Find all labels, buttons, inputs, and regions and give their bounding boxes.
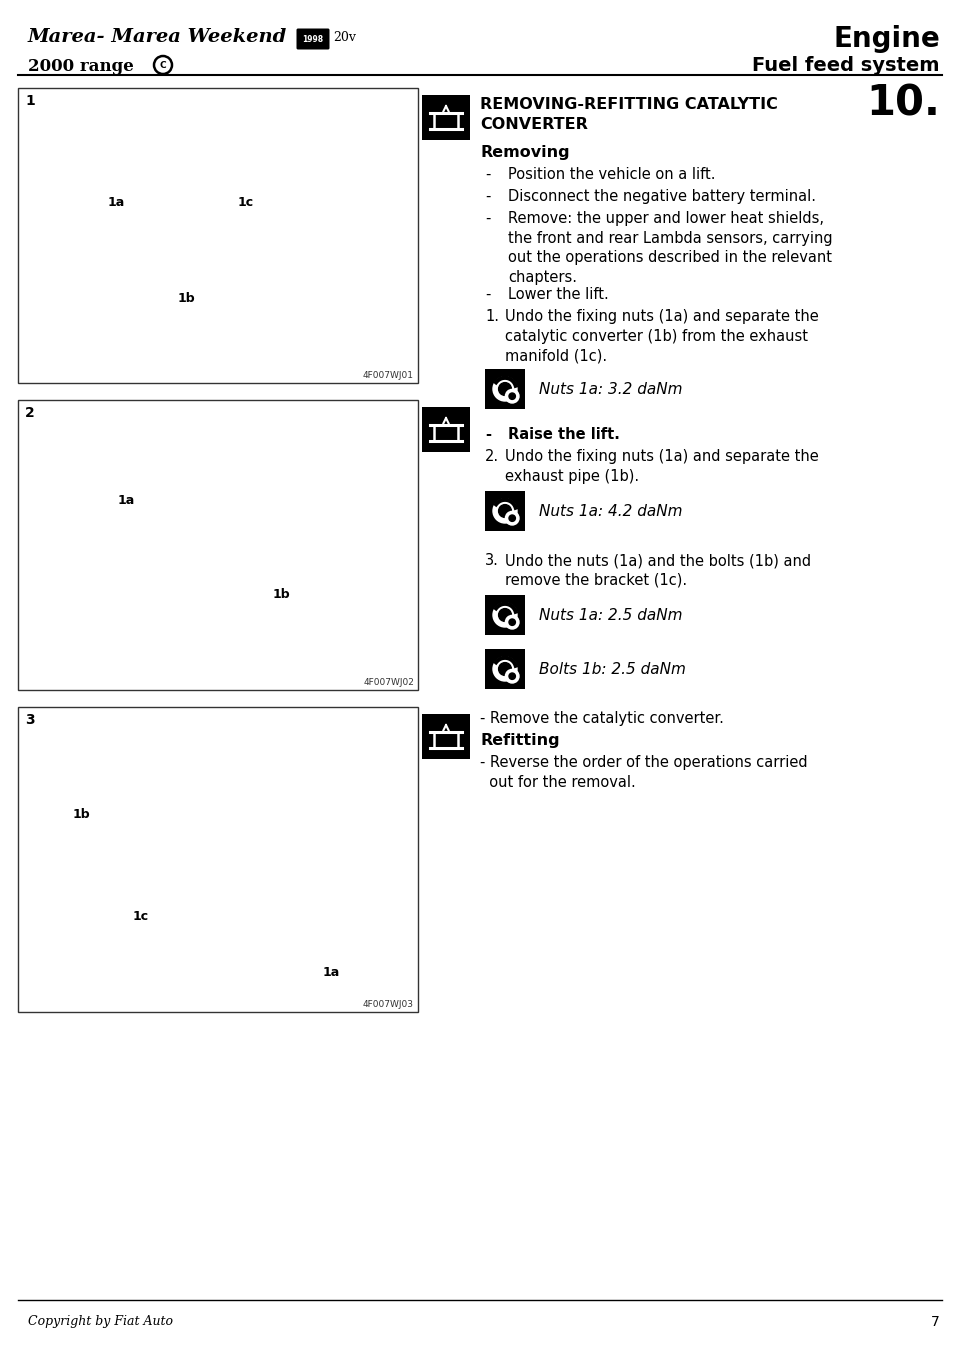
Text: 1c: 1c [133, 910, 149, 923]
Text: CONVERTER: CONVERTER [480, 117, 588, 132]
Text: -: - [485, 211, 491, 226]
Text: Nuts 1a: 4.2 daNm: Nuts 1a: 4.2 daNm [539, 503, 683, 518]
Text: 1c: 1c [238, 197, 254, 210]
Circle shape [498, 662, 512, 676]
Bar [485, 649, 525, 689]
Text: Remove: the upper and lower heat shields,
the front and rear Lambda sensors, car: Remove: the upper and lower heat shields… [508, 211, 832, 285]
Text: 1b: 1b [273, 588, 291, 602]
Text: - Remove the catalytic converter.: - Remove the catalytic converter. [480, 711, 724, 725]
Text: Fuel feed system: Fuel feed system [753, 57, 940, 75]
Text: 3.: 3. [485, 553, 499, 568]
Text: Marea- Marea Weekend: Marea- Marea Weekend [28, 28, 287, 46]
Circle shape [505, 389, 519, 402]
Bar [485, 595, 525, 635]
Circle shape [509, 619, 516, 626]
Text: 2: 2 [25, 406, 35, 420]
Text: 1: 1 [25, 94, 35, 108]
Text: Undo the fixing nuts (1a) and separate the
catalytic converter (1b) from the exh: Undo the fixing nuts (1a) and separate t… [505, 310, 819, 363]
Text: 1a: 1a [118, 494, 135, 506]
Circle shape [493, 499, 517, 524]
Text: REMOVING-REFITTING CATALYTIC: REMOVING-REFITTING CATALYTIC [480, 97, 778, 112]
Circle shape [493, 377, 517, 401]
Circle shape [505, 511, 519, 525]
Text: Nuts 1a: 2.5 daNm: Nuts 1a: 2.5 daNm [539, 607, 683, 622]
Text: 4F007WJ01: 4F007WJ01 [363, 371, 414, 380]
Bar [422, 406, 470, 452]
Text: -: - [485, 427, 491, 441]
Bar [18, 707, 418, 1012]
Text: Nuts 1a: 3.2 daNm: Nuts 1a: 3.2 daNm [539, 381, 683, 397]
Text: Removing: Removing [480, 145, 569, 160]
FancyBboxPatch shape [297, 28, 329, 50]
Circle shape [509, 673, 516, 680]
Circle shape [493, 603, 517, 627]
Text: 4F007WJ03: 4F007WJ03 [363, 1000, 414, 1010]
Circle shape [509, 393, 516, 400]
Circle shape [498, 608, 512, 622]
Circle shape [509, 516, 516, 521]
Text: 10.: 10. [866, 82, 940, 124]
Text: 1.: 1. [485, 310, 499, 324]
Text: 1b: 1b [178, 292, 196, 304]
Text: 2.: 2. [485, 450, 499, 464]
Text: Copyright by Fiat Auto: Copyright by Fiat Auto [28, 1315, 173, 1329]
Text: 1a: 1a [323, 965, 340, 979]
Bar [485, 369, 525, 409]
Text: 3: 3 [25, 713, 35, 727]
Text: C: C [159, 61, 166, 70]
Circle shape [498, 382, 512, 396]
Text: 20v: 20v [333, 31, 356, 44]
Bar [422, 713, 470, 759]
Bar [422, 96, 470, 140]
Text: Position the vehicle on a lift.: Position the vehicle on a lift. [508, 167, 715, 182]
Text: 4F007WJ02: 4F007WJ02 [363, 678, 414, 686]
Text: 1b: 1b [73, 809, 90, 821]
Circle shape [505, 669, 519, 682]
Text: 1a: 1a [108, 197, 125, 210]
Bar [18, 87, 418, 384]
Text: 7: 7 [931, 1315, 940, 1329]
Text: -: - [485, 287, 491, 302]
Bar [485, 491, 525, 532]
Text: Disconnect the negative battery terminal.: Disconnect the negative battery terminal… [508, 188, 816, 205]
Text: Refitting: Refitting [480, 734, 560, 748]
Text: Bolts 1b: 2.5 daNm: Bolts 1b: 2.5 daNm [539, 661, 685, 677]
Circle shape [505, 615, 519, 629]
Text: Lower the lift.: Lower the lift. [508, 287, 609, 302]
Text: -: - [485, 188, 491, 205]
Text: 2000 range: 2000 range [28, 58, 133, 75]
Text: 1998: 1998 [302, 35, 324, 43]
Text: -: - [485, 167, 491, 182]
Circle shape [493, 657, 517, 681]
Circle shape [498, 505, 512, 517]
Text: Undo the nuts (1a) and the bolts (1b) and
remove the bracket (1c).: Undo the nuts (1a) and the bolts (1b) an… [505, 553, 811, 588]
Text: - Reverse the order of the operations carried
  out for the removal.: - Reverse the order of the operations ca… [480, 755, 807, 790]
Text: Engine: Engine [833, 26, 940, 52]
Text: Undo the fixing nuts (1a) and separate the
exhaust pipe (1b).: Undo the fixing nuts (1a) and separate t… [505, 450, 819, 483]
Bar [18, 400, 418, 690]
Text: Raise the lift.: Raise the lift. [508, 427, 620, 441]
